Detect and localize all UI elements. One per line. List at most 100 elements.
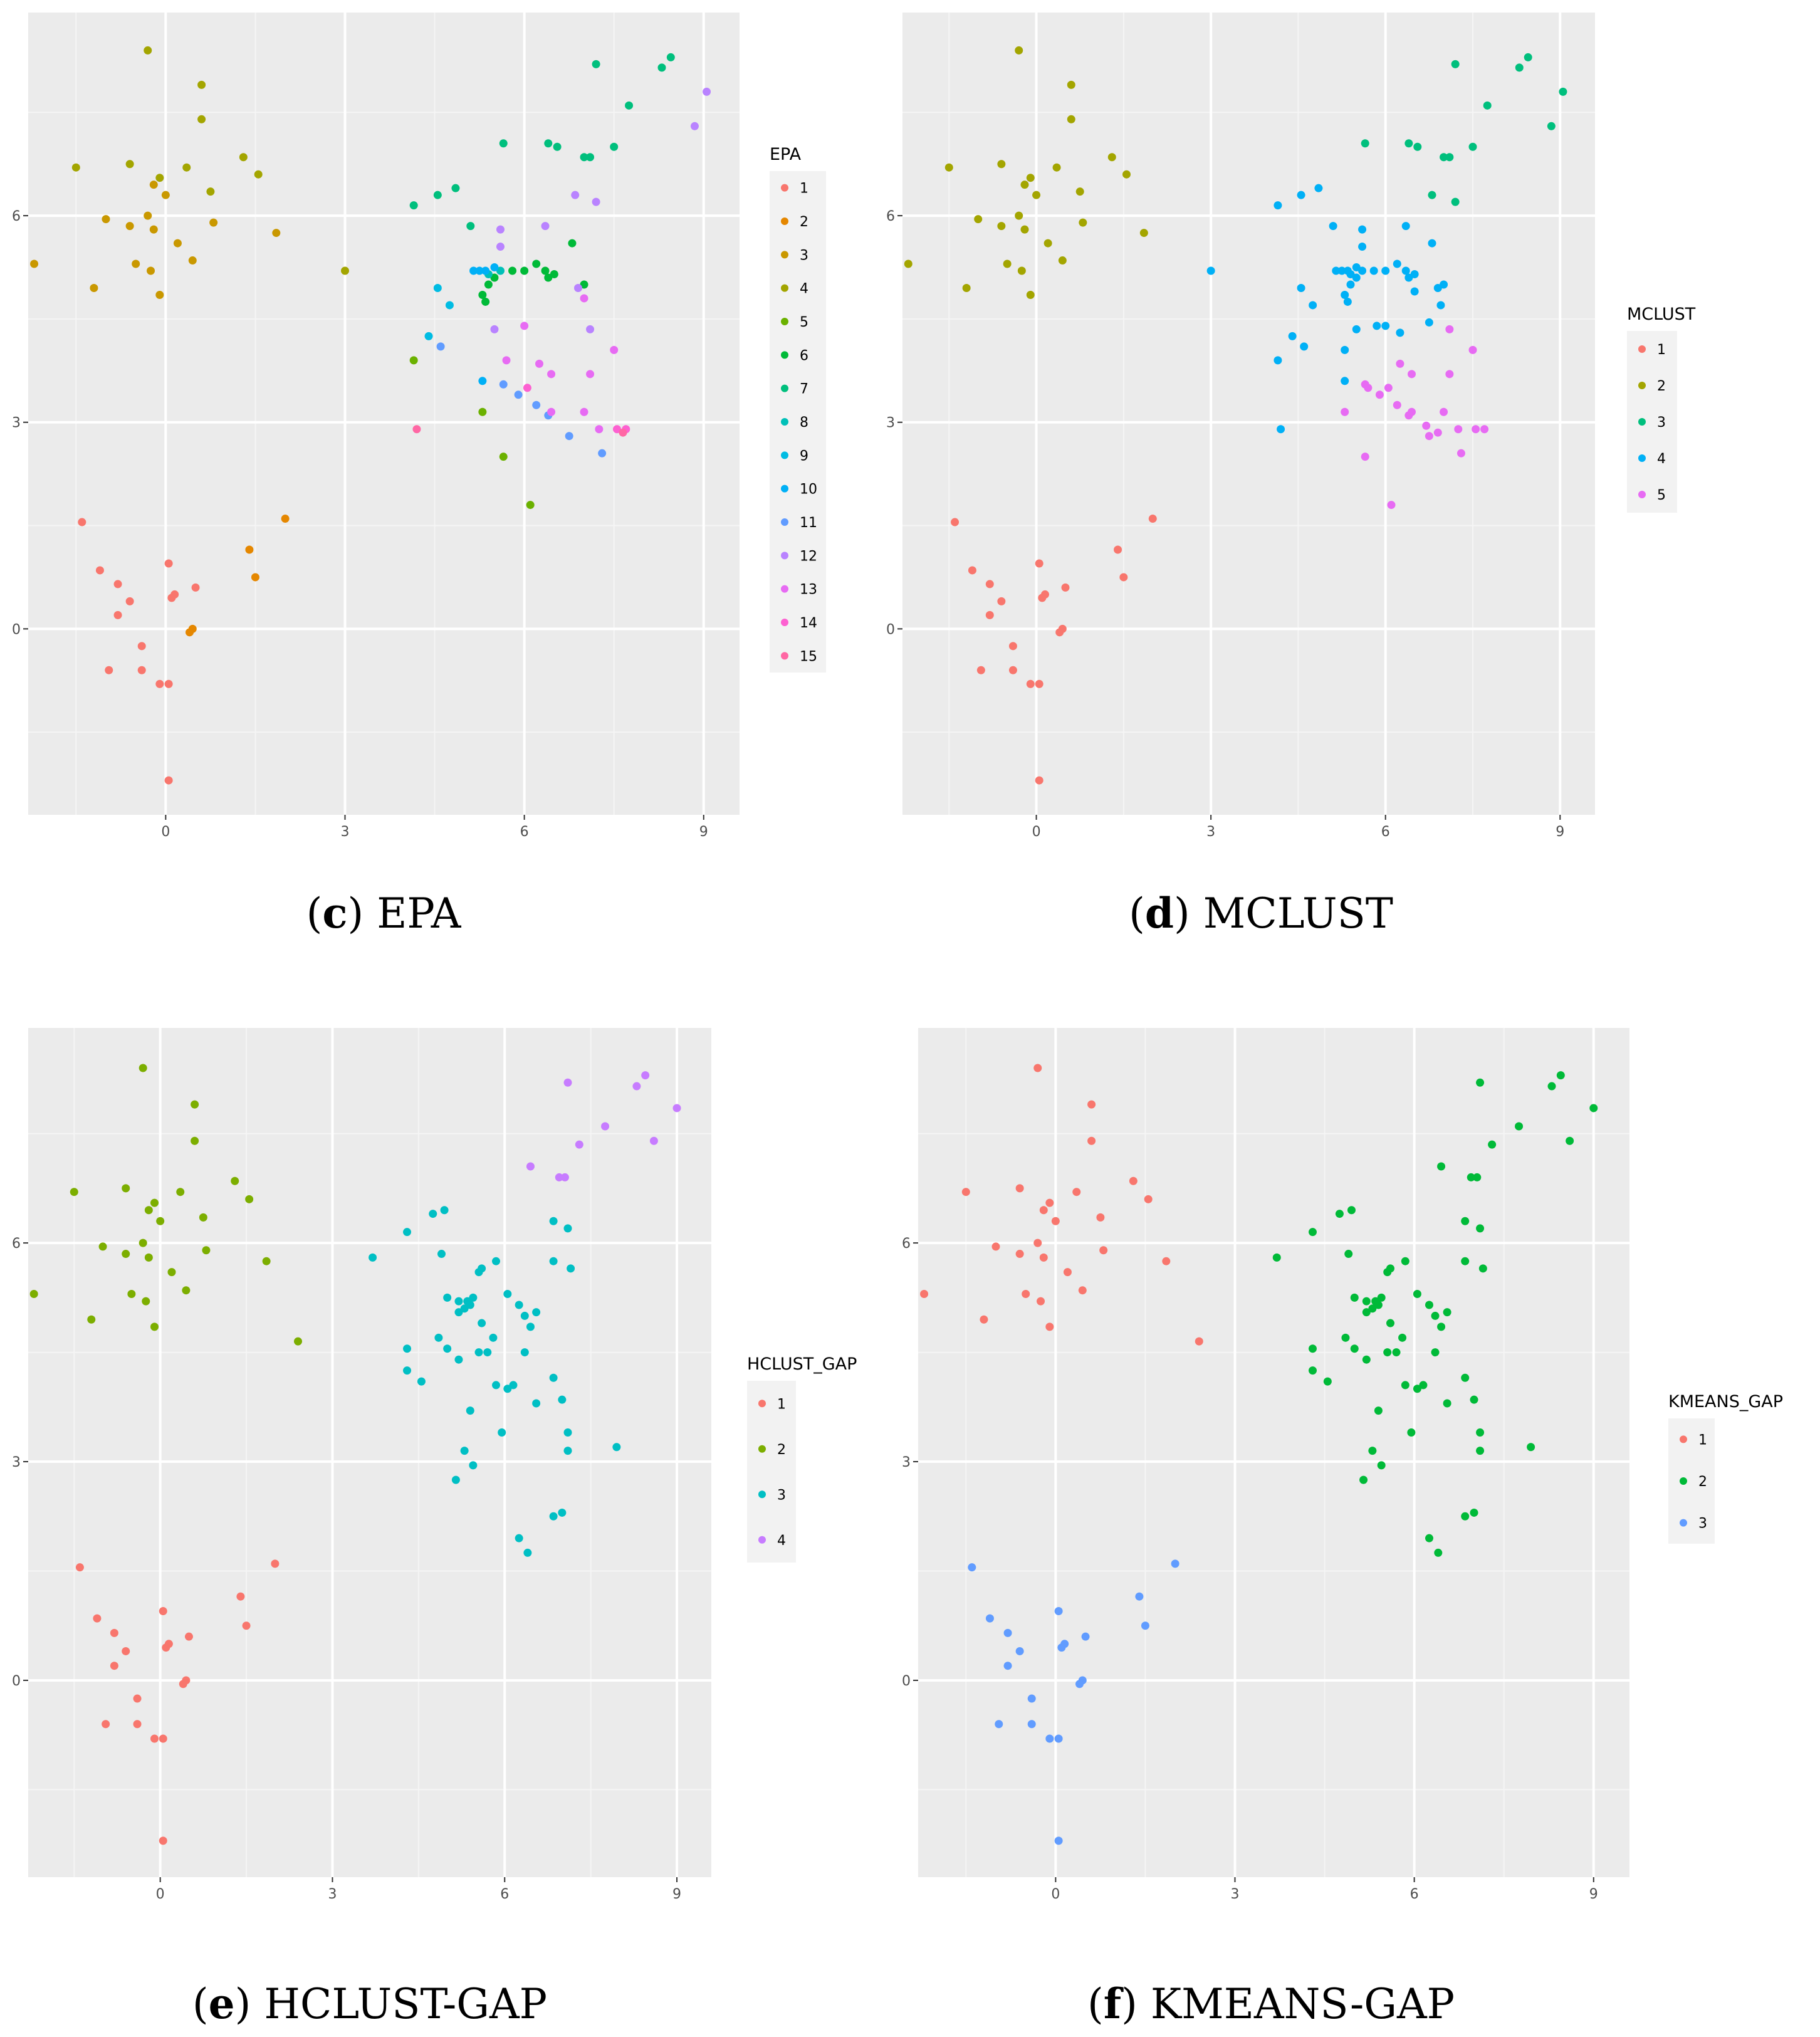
data-point	[125, 222, 134, 231]
data-point	[976, 666, 985, 674]
data-point	[612, 1443, 621, 1452]
data-point	[625, 101, 634, 110]
data-point	[549, 1373, 558, 1382]
series-2	[1272, 1071, 1598, 1557]
legend-label: 5	[800, 315, 808, 330]
data-point	[547, 407, 556, 416]
data-point	[1350, 1344, 1359, 1353]
data-point	[95, 566, 104, 575]
x-tick-label: 6	[1381, 824, 1390, 840]
data-point	[1072, 1188, 1081, 1197]
data-point	[132, 259, 140, 268]
legend-label: 3	[1657, 415, 1666, 431]
legend-key	[781, 217, 788, 225]
data-point	[1341, 377, 1349, 385]
data-point	[127, 1290, 136, 1299]
data-point	[592, 60, 600, 68]
caption-letter: d	[1145, 889, 1174, 938]
data-point	[1428, 239, 1436, 248]
legend-label: 15	[800, 649, 817, 664]
plot-panel	[28, 1028, 711, 1877]
x-tick-label: 9	[699, 824, 708, 840]
legend-label: 12	[800, 548, 817, 564]
data-point	[1139, 229, 1148, 238]
legend-key	[781, 184, 788, 192]
data-point	[1332, 266, 1341, 275]
data-point	[1422, 421, 1431, 430]
x-tick-label: 6	[500, 1887, 509, 1902]
legend-key	[758, 1490, 766, 1499]
data-point	[1337, 266, 1346, 275]
data-point	[1308, 1366, 1317, 1375]
data-point	[236, 1592, 245, 1601]
x-tick-label: 6	[520, 824, 529, 840]
data-point	[1454, 425, 1463, 434]
x-tick-label: 9	[1589, 1887, 1598, 1902]
plot-panel	[902, 13, 1595, 815]
data-point	[139, 1064, 147, 1072]
data-point	[1410, 287, 1419, 296]
series-9	[424, 283, 454, 340]
legend-label: 4	[800, 281, 808, 297]
data-point	[1404, 139, 1413, 148]
data-point	[490, 325, 499, 333]
data-point	[150, 1198, 159, 1207]
y-tick-label: 0	[902, 1673, 911, 1689]
legend-label: 3	[800, 248, 808, 263]
data-point	[951, 518, 960, 526]
legend-key	[1638, 491, 1646, 498]
data-point	[1361, 139, 1369, 148]
y-tick-label: 6	[886, 209, 895, 224]
data-point	[1114, 545, 1122, 554]
data-point	[1045, 1734, 1054, 1743]
data-point	[231, 1176, 239, 1185]
y-tick-label: 6	[12, 209, 21, 224]
data-point	[1308, 1344, 1317, 1353]
data-point	[437, 1250, 446, 1259]
data-point	[968, 1563, 976, 1572]
data-point	[1461, 1217, 1470, 1225]
panel-f: 0 3 6 9 0 3 6 KMEANS_GAP 1 2 3 (f) KMEANS-GAP	[902, 1028, 1783, 2028]
data-point	[133, 1694, 142, 1703]
x-tick-label: 6	[1410, 1887, 1419, 1902]
data-point	[496, 243, 505, 251]
data-point	[443, 1344, 452, 1353]
data-point	[186, 628, 194, 637]
x-tick-label: 0	[156, 1887, 165, 1902]
data-point	[1352, 263, 1361, 272]
data-point	[601, 1122, 610, 1131]
data-point	[245, 545, 254, 554]
data-point	[549, 1257, 558, 1265]
data-point	[1297, 191, 1305, 199]
data-point	[1387, 501, 1396, 510]
data-point	[1309, 301, 1317, 310]
data-point	[586, 370, 595, 379]
data-point	[1075, 187, 1084, 196]
data-point	[1099, 1246, 1108, 1255]
data-point	[1135, 1592, 1144, 1601]
data-point	[483, 1348, 492, 1357]
series-11	[436, 342, 607, 458]
data-point	[475, 266, 484, 275]
data-point	[490, 273, 499, 282]
data-point	[191, 583, 200, 592]
data-point	[1362, 1308, 1371, 1317]
data-point	[586, 325, 595, 333]
data-point	[1020, 225, 1029, 234]
data-point	[445, 301, 454, 310]
data-point	[1413, 1385, 1421, 1393]
data-point	[592, 197, 600, 206]
data-point	[515, 1534, 523, 1542]
data-point	[1559, 87, 1567, 96]
data-point	[1041, 590, 1049, 599]
data-point	[492, 1381, 501, 1390]
data-point	[1035, 559, 1043, 568]
data-point	[1373, 322, 1381, 330]
data-point	[125, 597, 134, 605]
data-point	[1119, 573, 1128, 582]
legend-label: 2	[1657, 379, 1666, 394]
data-point	[1384, 384, 1393, 392]
data-point	[1369, 266, 1378, 275]
data-point	[1035, 679, 1043, 688]
data-point	[541, 266, 550, 275]
